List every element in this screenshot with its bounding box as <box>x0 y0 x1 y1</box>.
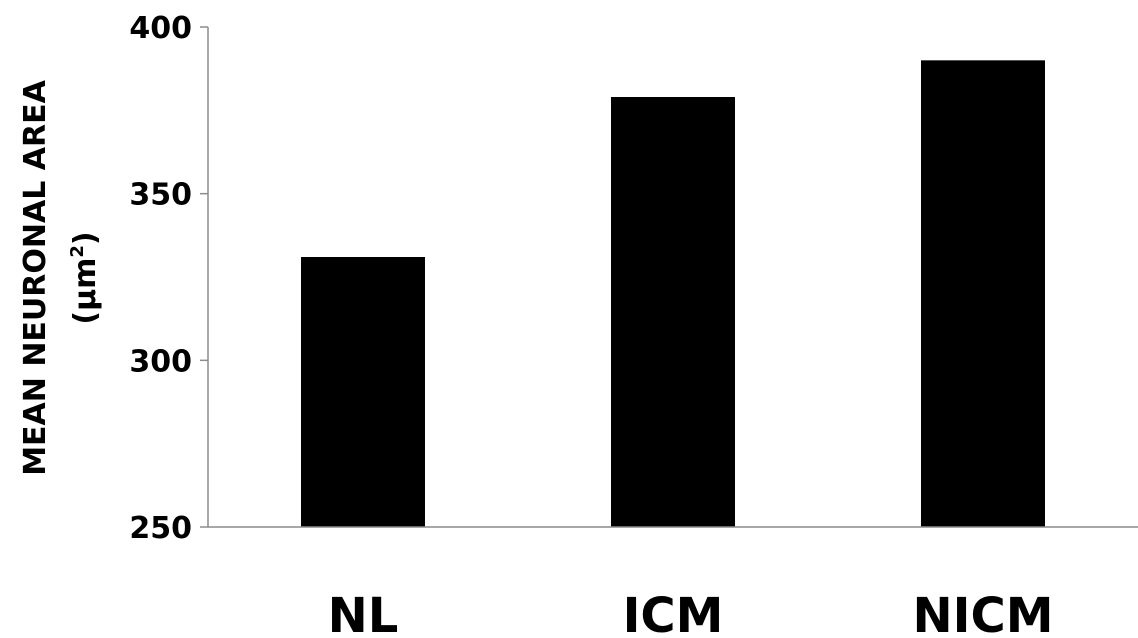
y-axis-unit-close: ) <box>68 231 103 245</box>
bar-nicm <box>921 60 1045 527</box>
x-category-label: NICM <box>912 588 1053 638</box>
y-axis-title: MEAN NEURONAL AREA <box>18 79 53 475</box>
y-axis-unit: (µm2) <box>67 231 103 324</box>
x-category-label: NL <box>328 588 399 638</box>
bar-nl <box>301 257 425 527</box>
y-tick-label: 350 <box>129 178 192 213</box>
y-axis-unit-text: (µm <box>68 258 103 325</box>
y-axis: 250 300 350 400 <box>129 11 209 546</box>
y-tick-label: 300 <box>129 344 192 379</box>
x-category-label: ICM <box>623 588 724 638</box>
bar-icm <box>611 97 735 527</box>
x-axis: NL ICM NICM <box>208 526 1138 638</box>
bars <box>301 60 1045 527</box>
y-tick-label: 400 <box>129 11 192 46</box>
y-tick-label: 250 <box>129 511 192 546</box>
y-axis-unit-superscript: 2 <box>67 245 88 258</box>
